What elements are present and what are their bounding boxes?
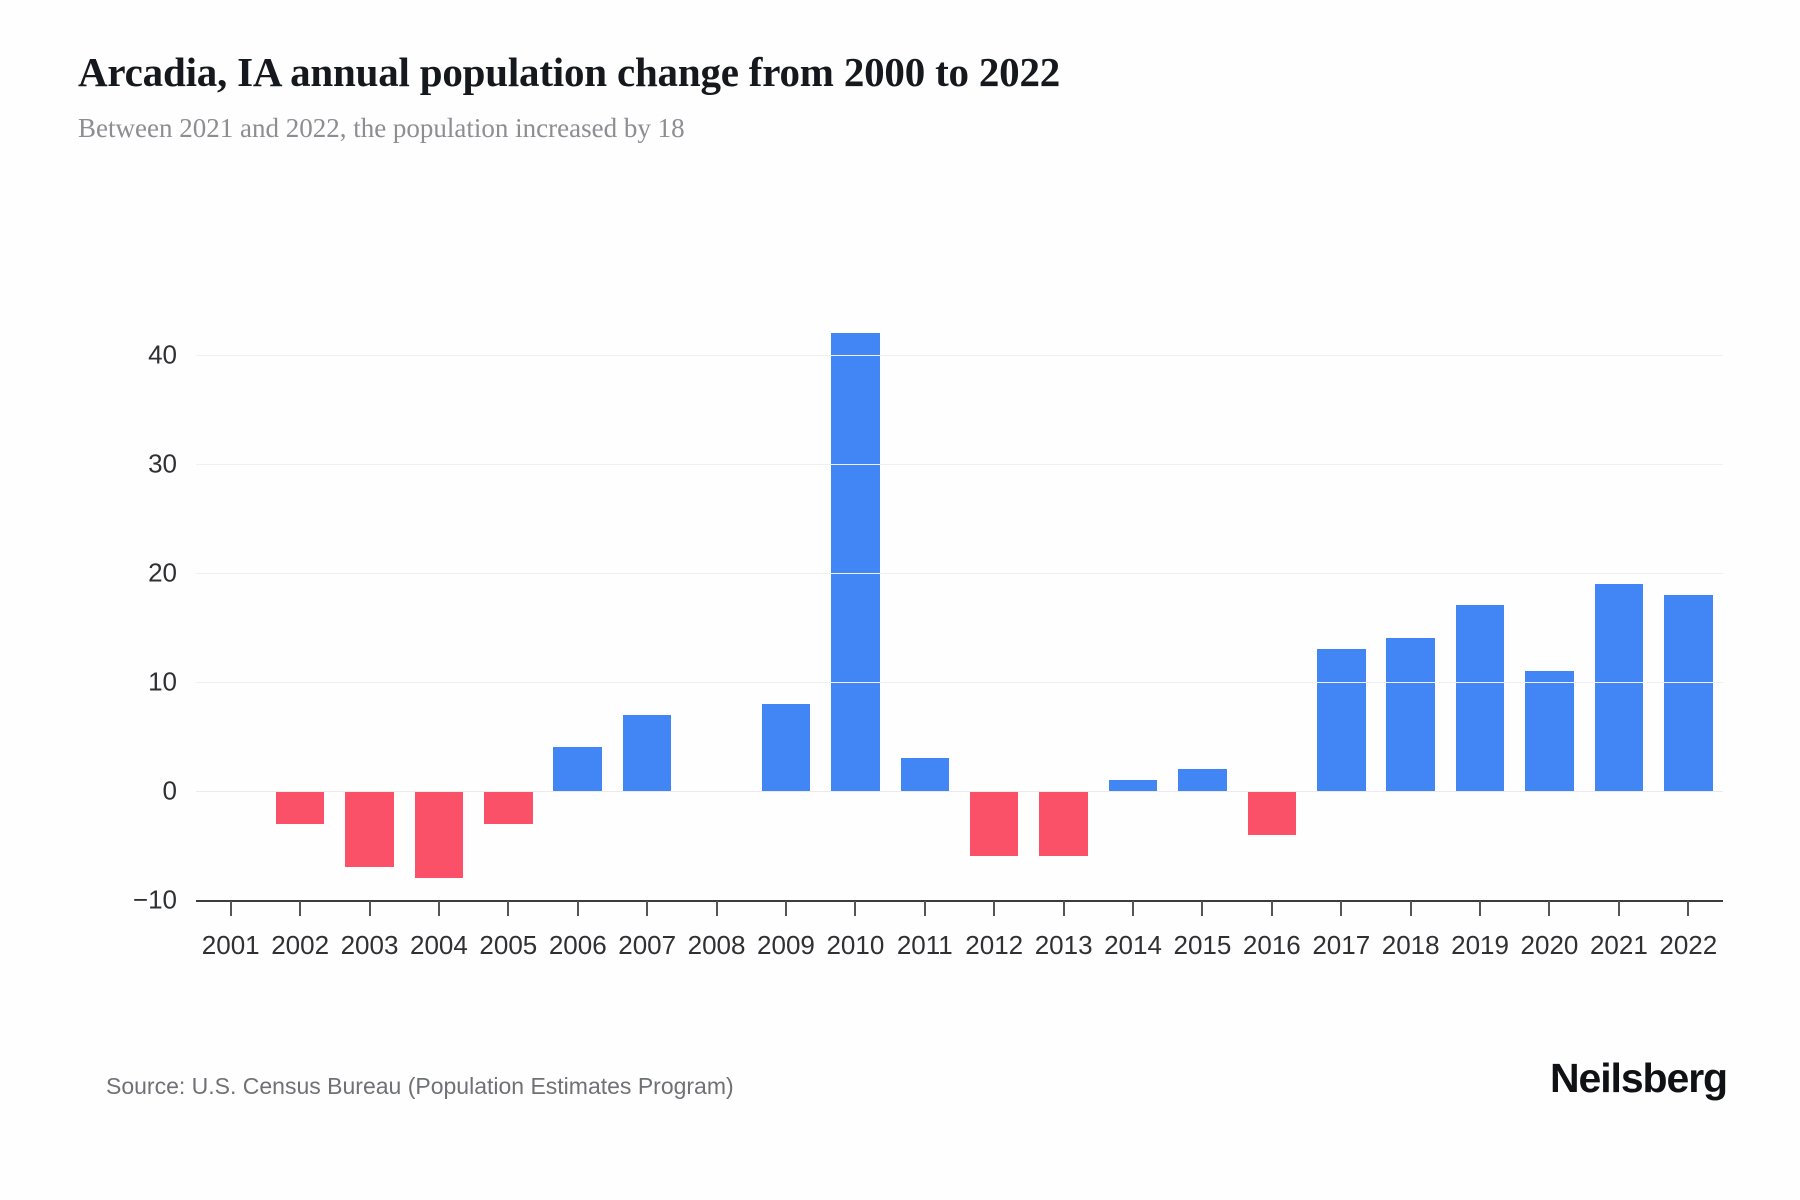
x-axis-tick-label: 2022 — [1659, 930, 1718, 960]
bar-2002[interactable] — [275, 790, 325, 824]
x-axis-line — [196, 900, 1723, 902]
bar-2012[interactable] — [969, 790, 1019, 857]
chart-subtitle: Between 2021 and 2022, the population in… — [78, 113, 685, 144]
bar-2004[interactable] — [414, 790, 464, 879]
x-axis-tick-label: 2015 — [1173, 930, 1232, 960]
x-axis-tick-label: 2002 — [271, 930, 330, 960]
x-axis-tick-label: 2019 — [1451, 930, 1509, 960]
x-axis-tick-label: 2007 — [618, 930, 677, 960]
x-axis-tick-2017 — [1340, 901, 1343, 916]
bar-2015[interactable] — [1178, 769, 1227, 791]
bar-2020[interactable] — [1525, 670, 1574, 791]
x-axis-tick-2018 — [1409, 901, 1412, 916]
x-axis-tick-label: 2018 — [1381, 930, 1440, 960]
x-axis-tick-label: 2014 — [1104, 930, 1162, 960]
x-axis-tick-2015 — [1201, 901, 1204, 916]
x-axis-tick-2022 — [1687, 901, 1690, 916]
bar-series — [196, 300, 1723, 900]
y-axis-tick-label: 30 — [148, 448, 177, 479]
x-axis-tick-2014 — [1132, 901, 1135, 916]
x-axis-tick-2013 — [1062, 901, 1065, 916]
x-axis-tick-2012 — [993, 901, 996, 916]
bar-2003[interactable] — [345, 790, 394, 868]
bar-2009[interactable] — [761, 703, 811, 791]
x-axis-tick-label: 2016 — [1242, 930, 1301, 960]
bar-2014[interactable] — [1108, 780, 1158, 791]
bar-2013[interactable] — [1039, 790, 1088, 857]
x-axis-tick-label: 2010 — [826, 930, 885, 960]
page-title: Arcadia, IA annual population change fro… — [78, 49, 1061, 95]
bar-2007[interactable] — [622, 714, 672, 791]
bar-2005[interactable] — [484, 790, 533, 824]
x-axis-tick-2011 — [923, 901, 926, 916]
y-axis-tick-label: 20 — [148, 557, 177, 588]
gridline-30 — [196, 463, 1723, 465]
bar-chart-plot-area: −10 0 10 20 30 40 2001 2002 2003 2004 2005 2006 2007… — [133, 300, 1723, 960]
x-axis-tick-label: 2021 — [1589, 930, 1648, 960]
x-axis-tick-2019 — [1479, 901, 1482, 916]
x-axis-tick-2005 — [507, 901, 510, 916]
bar-2017[interactable] — [1316, 649, 1366, 791]
bar-2018[interactable] — [1386, 638, 1435, 791]
x-axis-tick-2020 — [1548, 901, 1551, 916]
x-axis-tick-2008 — [715, 901, 718, 916]
brand-logo: Neilsberg — [1550, 1055, 1728, 1101]
bar-2011[interactable] — [900, 758, 950, 791]
x-axis-tick-label: 2012 — [965, 930, 1024, 960]
x-axis-tick-label: 2011 — [896, 930, 953, 960]
x-axis-tick-2006 — [576, 901, 579, 916]
x-axis-tick-label: 2003 — [340, 930, 399, 960]
x-axis-tick-2021 — [1617, 901, 1620, 916]
bar-2006[interactable] — [553, 747, 603, 791]
gridline-10 — [196, 681, 1723, 683]
source-note: Source: U.S. Census Bureau (Population E… — [106, 1073, 734, 1099]
x-axis-tick-2009 — [784, 901, 787, 916]
x-axis-tick-label: 2020 — [1520, 930, 1579, 960]
y-axis-tick-label: −10 — [132, 884, 177, 915]
x-axis-tick-2003 — [368, 901, 371, 916]
x-axis-tick-label: 2001 — [201, 930, 260, 960]
x-axis-tick-label: 2006 — [548, 930, 607, 960]
y-axis-tick-label: 0 — [162, 775, 177, 806]
gridline-40 — [196, 354, 1723, 356]
gridline-0 — [196, 790, 1723, 792]
x-axis-tick-label: 2008 — [687, 930, 746, 960]
chart-header: Arcadia, IA annual population change fro… — [78, 48, 1728, 145]
bar-2016[interactable] — [1247, 790, 1297, 835]
x-axis-tick-2001 — [229, 901, 232, 916]
x-axis-tick-2007 — [646, 901, 649, 916]
x-axis-tick-2016 — [1270, 901, 1273, 916]
x-axis-tick-2004 — [437, 901, 440, 916]
bar-2022[interactable] — [1664, 594, 1713, 791]
x-axis-tick-label: 2009 — [757, 930, 815, 960]
gridline--10 — [196, 900, 1723, 901]
y-axis-tick-label: 10 — [148, 666, 177, 697]
x-axis-tick-label: 2013 — [1034, 930, 1093, 960]
x-axis-tick-label: 2005 — [479, 930, 538, 960]
gridline-20 — [196, 572, 1723, 574]
bar-2019[interactable] — [1455, 605, 1505, 791]
bar-2010[interactable] — [831, 332, 880, 791]
x-axis-tick-2010 — [854, 901, 857, 916]
x-axis-tick-label: 2004 — [410, 930, 468, 960]
x-axis-tick-label: 2017 — [1312, 930, 1371, 960]
x-axis-tick-2002 — [299, 901, 302, 916]
y-axis-tick-label: 40 — [148, 339, 177, 370]
bar-2021[interactable] — [1594, 583, 1644, 791]
